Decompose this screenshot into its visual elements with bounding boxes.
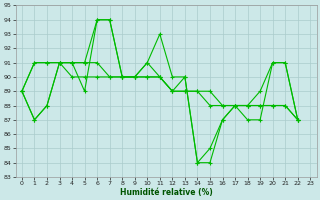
X-axis label: Humidité relative (%): Humidité relative (%) bbox=[120, 188, 212, 197]
